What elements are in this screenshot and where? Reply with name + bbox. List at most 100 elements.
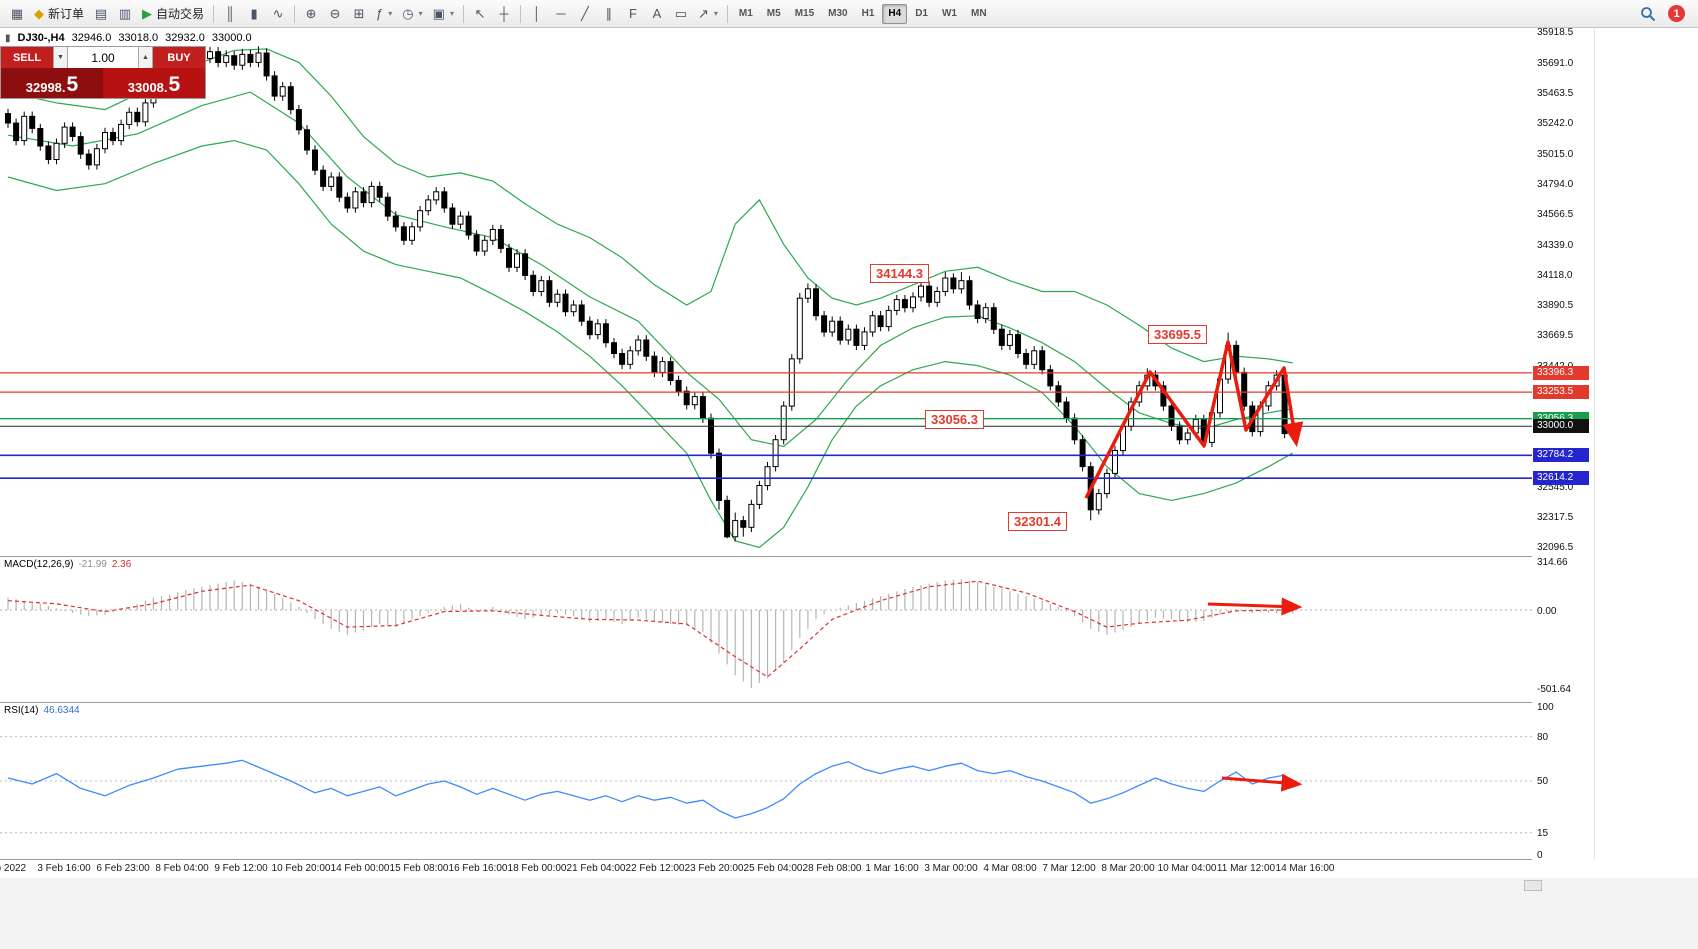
price-tick: 35691.0 [1537,58,1574,69]
rsi-axis-tick: 0 [1537,850,1543,861]
chart-symbol-icon: ▮ [5,32,11,44]
cursor-icon[interactable]: ↖ [469,3,491,25]
toolbar-separator [519,4,521,23]
toolbar-separator [462,4,464,23]
macd-pane: MACD(12,26,9) -21.99 2.36 [0,557,1532,702]
new-order-button[interactable]: ◆ 新订单 [30,3,88,25]
timeframe-m1[interactable]: M1 [738,8,753,19]
profiles-icon: ▤ [94,6,108,21]
profiles-icon[interactable]: ▤ [90,3,112,25]
horizontal-line-icon[interactable]: ─ [550,3,572,25]
toolbar-buttons: ▦ ◆ 新订单 ▤ ▥ ▶ 自动交易 ║ ▮ ∿ ⊕ ⊖ ⊞ ƒ ▾ ◷ ▾ ▣ ▾ ↖ ┼ │ ─ ╱ ∥ F A ▭ ↗ ▾ [5,0,732,27]
pane-separator[interactable] [0,556,1594,557]
bar-chart-icon[interactable]: ║ [219,3,241,25]
rsi-label: RSI(14) 46.6344 [4,705,80,716]
time-label: 21 Feb 04:00 [566,863,626,874]
volume-input[interactable] [68,47,138,68]
templates-icon[interactable]: ▣ ▾ [429,3,458,25]
trendline-icon[interactable]: ╱ [574,3,596,25]
timeframe-mn[interactable]: MN [970,8,987,19]
rsi-axis-tick: 50 [1537,776,1549,787]
price-annotation[interactable]: 34144.3 [870,264,929,283]
time-label: 3 Feb 16:00 [37,863,91,874]
tile-windows-icon[interactable]: ⊞ [348,3,370,25]
crosshair-icon[interactable]: ┼ [493,3,515,25]
rsi-axis-tick: 100 [1537,702,1554,713]
text-icon[interactable]: A [646,3,668,25]
charts-grid-icon[interactable]: ▦ [6,3,28,25]
price-tick: 35463.5 [1537,88,1574,99]
zoom-out-icon: ⊖ [329,6,341,21]
price-tick: 32317.5 [1537,512,1574,523]
channel-icon[interactable]: ∥ [598,3,620,25]
time-axis[interactable]: Feb 2022 3 Feb 16:00 6 Feb 23:00 8 Feb 04:0… [0,860,1698,878]
zoom-in-icon[interactable]: ⊕ [300,3,322,25]
sell-button[interactable]: SELL [1,47,53,68]
volume-decrease-button[interactable]: ▼ [53,47,68,68]
autotrading-button-label: 自动交易 [156,7,205,21]
rsi-chart[interactable] [0,703,1532,859]
charts-grid-icon: ▦ [10,6,24,21]
search-icon[interactable] [1640,6,1656,22]
tile-windows-icon: ⊞ [353,6,365,21]
timeframe-m5[interactable]: M5 [766,8,781,19]
fibonacci-icon[interactable]: F [622,3,644,25]
timeframe-m30[interactable]: M30 [828,8,848,19]
new-order-button: ◆ [34,6,44,21]
rsi-axis-tick: 80 [1537,732,1549,743]
timeframe-d1[interactable]: D1 [915,8,928,19]
arrows-tool-icon-dropdown: ▾ [713,9,718,18]
candlestick-chart-icon[interactable]: ▮ [243,3,265,25]
toolbar: ▦ ◆ 新订单 ▤ ▥ ▶ 自动交易 ║ ▮ ∿ ⊕ ⊖ ⊞ ƒ ▾ ◷ ▾ ▣ ▾ ↖ ┼ │ ─ ╱ ∥ F A ▭ ↗ ▾ M1 M5… [0,0,1698,28]
trendline-icon: ╱ [581,6,589,21]
vertical-line-icon[interactable]: │ [526,3,548,25]
volume-increase-button[interactable]: ▲ [138,47,153,68]
time-label: 14 Feb 00:00 [330,863,390,874]
sell-price-pip: 5 [66,73,79,96]
periods-icon[interactable]: ◷ ▾ [398,3,426,25]
sell-price-main: 32998. [25,80,66,95]
time-label: 15 Feb 08:00 [389,863,449,874]
notification-badge[interactable]: 1 [1668,5,1685,22]
line-chart-icon[interactable]: ∿ [267,3,289,25]
price-annotation[interactable]: 33695.5 [1148,325,1207,344]
timeframe-w1[interactable]: W1 [941,8,957,19]
bar-chart-icon: ║ [225,6,235,21]
time-label: 10 Mar 04:00 [1157,863,1217,874]
fibonacci-icon: F [628,6,637,21]
buy-price[interactable]: 33008. 5 [103,68,205,98]
arrows-tool-icon[interactable]: ↗ ▾ [694,3,722,25]
time-label: 3 Mar 00:00 [924,863,978,874]
indicators-icon[interactable]: ƒ ▾ [372,3,396,25]
price-axis[interactable]: 35918.5 35691.0 35463.5 35242.0 35015.0 34794… [1532,27,1594,861]
timeframe-h1[interactable]: H1 [861,8,875,19]
macd-label: MACD(12,26,9) -21.99 2.36 [4,559,131,570]
autotrading-button[interactable]: ▶ 自动交易 [138,3,208,25]
time-label: 28 Feb 08:00 [802,863,862,874]
ohlc-open: 32946.0 [71,32,112,44]
ohlc-close: 33000.0 [211,32,252,44]
candlestick-chart-icon: ▮ [250,6,258,21]
price-annotation[interactable]: 32301.4 [1008,512,1067,531]
channel-icon: ∥ [605,6,613,21]
line-chart-icon: ∿ [272,6,284,21]
price-annotation[interactable]: 33056.3 [925,410,984,429]
pane-separator[interactable] [0,702,1594,703]
periods-icon: ◷ [402,6,414,21]
toolbar-separator [213,4,215,23]
timeframe-h4[interactable]: H4 [882,3,908,24]
price-tick: 32096.5 [1537,542,1574,553]
timeframe-m15[interactable]: M15 [794,8,815,19]
zoom-out-icon[interactable]: ⊖ [324,3,346,25]
buy-button[interactable]: BUY [153,47,205,68]
macd-signal-value: 2.36 [111,559,132,570]
ohlc-low: 32932.0 [165,32,205,44]
market-watch-icon[interactable]: ▥ [114,3,136,25]
scrollbar-corner [1524,880,1542,891]
time-label: 7 Mar 12:00 [1042,863,1096,874]
macd-chart[interactable] [0,557,1532,702]
candlestick-chart[interactable] [0,28,1532,556]
sell-price[interactable]: 32998. 5 [1,68,103,98]
label-icon[interactable]: ▭ [670,3,692,25]
